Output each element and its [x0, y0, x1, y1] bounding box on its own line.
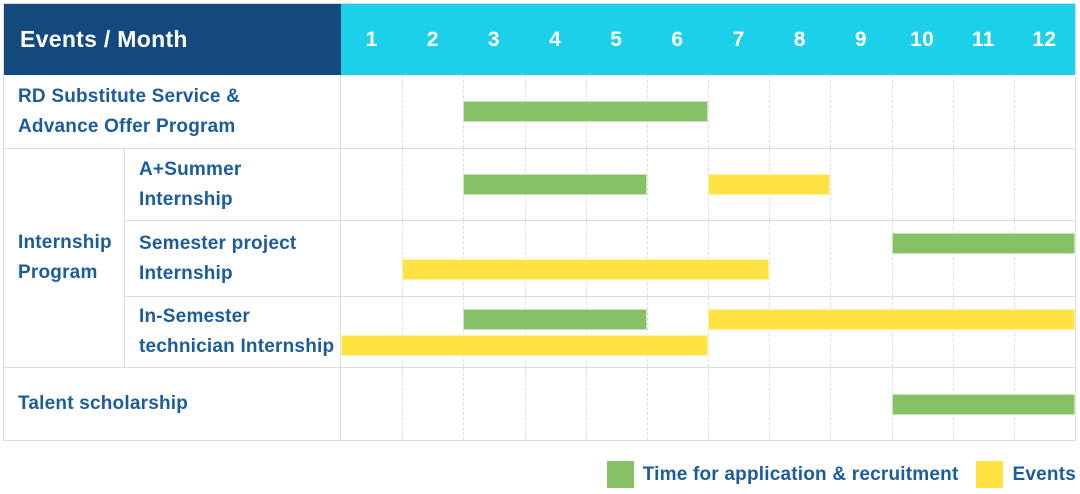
application-bar: [463, 309, 647, 330]
table-row: Semester project Internship: [125, 221, 1075, 297]
month-gridline: [1013, 149, 1015, 220]
month-gridline: [769, 75, 771, 148]
month-gridline: [402, 149, 404, 220]
events-swatch-icon: [976, 461, 1004, 488]
month-gridline: [708, 221, 709, 296]
application-bar: [463, 174, 647, 195]
month-gridline: [1013, 221, 1015, 296]
event-bar: [708, 174, 831, 195]
month-gridline: [830, 368, 832, 440]
table-header-row: Events / Month 1 2 3 4 5 6 7 8 9 10 11 1…: [4, 4, 1075, 75]
event-bar: [341, 335, 708, 356]
month-gridline: [891, 297, 893, 367]
month-gridline: [830, 221, 832, 296]
timeline-rd-substitute-service: [341, 75, 1075, 148]
internship-sub-rows: A+Summer Internship Semester project Int…: [125, 149, 1075, 367]
event-bar: [708, 309, 1075, 330]
row-label-semester-project-internship: Semester project Internship: [125, 221, 341, 296]
month-gridline: [524, 368, 526, 440]
legend: Time for application & recruitment Event…: [606, 461, 1076, 488]
header-title-cell: Events / Month: [4, 4, 341, 75]
table-row-group-internship-program: Internship Program A+Summer Internship S…: [4, 149, 1075, 368]
month-gridline: [646, 149, 648, 220]
month-header-9: 9: [854, 27, 867, 51]
month-header-3: 3: [487, 27, 500, 51]
month-gridline: [952, 297, 954, 367]
month-gridline: [463, 297, 465, 367]
month-gridline: [524, 221, 526, 296]
month-gridline: [708, 368, 709, 440]
table-row: Talent scholarship: [4, 368, 1075, 440]
row-label-talent-scholarship: Talent scholarship: [4, 368, 341, 440]
month-gridline: [769, 297, 771, 367]
timeline-a-plus-summer-internship: [341, 149, 1075, 220]
month-gridline: [952, 75, 954, 148]
month-header-2: 2: [426, 27, 439, 51]
legend-label-application: Time for application & recruitment: [642, 463, 959, 485]
month-gridline: [463, 368, 465, 440]
month-gridline: [769, 368, 771, 440]
row-label-rd-substitute-service: RD Substitute Service & Advance Offer Pr…: [4, 75, 341, 148]
month-gridline: [585, 221, 587, 296]
month-gridline: [769, 221, 771, 296]
month-header-11: 11: [971, 27, 995, 51]
application-swatch-icon: [606, 461, 634, 488]
table-row: RD Substitute Service & Advance Offer Pr…: [4, 75, 1075, 149]
legend-item-application: Time for application & recruitment: [606, 461, 959, 488]
month-gridline: [402, 221, 404, 296]
timeline-in-semester-technician-internship: [341, 297, 1075, 367]
month-gridline: [646, 221, 648, 296]
row-label-in-semester-technician-internship: In-Semester technician Internship: [125, 297, 341, 367]
timeline-semester-project-internship: [341, 221, 1075, 296]
month-header-1: 1: [365, 27, 378, 51]
month-gridline: [1013, 75, 1015, 148]
month-gridline: [891, 149, 893, 220]
month-header-6: 6: [671, 27, 684, 51]
row-label-a-plus-summer-internship: A+Summer Internship: [125, 149, 341, 220]
schedule-table: Events / Month 1 2 3 4 5 6 7 8 9 10 11 1…: [3, 3, 1076, 441]
application-bar: [891, 233, 1075, 254]
table-row: A+Summer Internship: [125, 149, 1075, 221]
month-gridline: [463, 221, 465, 296]
month-gridline: [708, 297, 709, 367]
month-header-4: 4: [549, 27, 562, 51]
month-gridline: [708, 75, 709, 148]
table-row: In-Semester technician Internship: [125, 297, 1075, 367]
month-header-7: 7: [732, 27, 745, 51]
month-gridline: [646, 297, 648, 367]
timeline-talent-scholarship: [341, 368, 1075, 440]
month-gridline: [1013, 297, 1015, 367]
group-label-internship-program: Internship Program: [4, 149, 125, 367]
legend-item-events: Events: [976, 461, 1076, 488]
month-header-12: 12: [1032, 27, 1057, 51]
month-gridline: [952, 221, 954, 296]
month-header-strip: 1 2 3 4 5 6 7 8 9 10 11 12: [341, 4, 1075, 75]
month-gridline: [524, 297, 526, 367]
month-gridline: [891, 221, 893, 296]
month-header-5: 5: [610, 27, 623, 51]
month-gridline: [830, 75, 832, 148]
application-bar: [463, 101, 708, 122]
month-gridline: [830, 297, 832, 367]
month-gridline: [402, 368, 404, 440]
month-gridline: [402, 75, 404, 148]
event-bar: [402, 259, 770, 280]
application-bar: [891, 393, 1075, 415]
month-gridline: [585, 368, 587, 440]
month-gridline: [646, 368, 648, 440]
month-gridline: [891, 75, 893, 148]
month-gridline: [585, 297, 587, 367]
legend-label-events: Events: [1012, 463, 1076, 485]
month-header-10: 10: [910, 27, 935, 51]
header-title: Events / Month: [20, 26, 188, 52]
month-header-8: 8: [793, 27, 806, 51]
month-gridline: [402, 297, 404, 367]
month-gridline: [952, 149, 954, 220]
month-gridline: [830, 149, 832, 220]
